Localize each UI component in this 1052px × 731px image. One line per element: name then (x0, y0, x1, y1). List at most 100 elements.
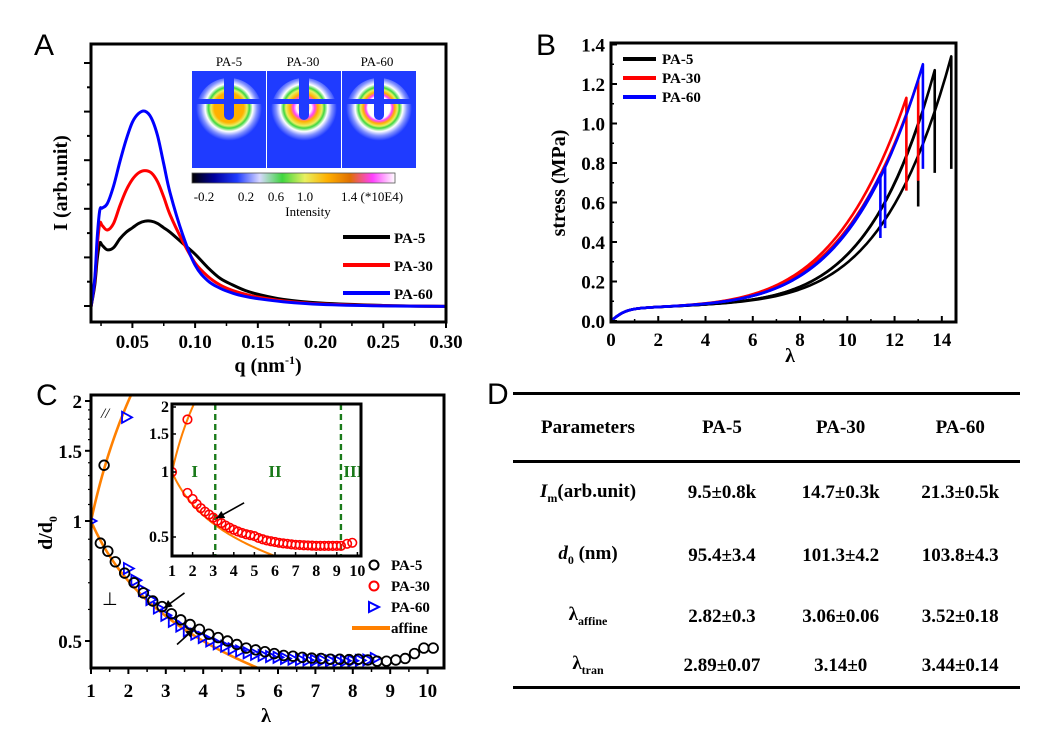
pa-5-marker (109, 556, 122, 568)
inset-x-tick-label: 1 (168, 563, 176, 580)
panel-a-saxs-chart: 0.05 0.10 0.15 0.20 0.25 0.30 q (nm-1) I (arb… (50, 42, 463, 377)
panel-b-y-tick-label: 0.0 (581, 312, 605, 333)
panel-c-x-tick-label: 10 (418, 681, 437, 702)
pa-60-marker (257, 648, 271, 663)
panel-c-inset-chart: I II III 1 2 3 4 5 6 7 8 9 10 0.511.52 (149, 399, 365, 580)
panel-c-x-axis-title: λ (261, 705, 271, 727)
panel-b-y-tick-label: 0.2 (581, 273, 605, 294)
panel-c-x-tick-label: 4 (198, 681, 208, 702)
value-cell: 2.89±0.07 (683, 654, 761, 676)
panel-letter-b: B (536, 29, 556, 62)
panel-c-y-axis-title: d/d0 (35, 516, 60, 550)
value-cell: 3.52±0.18 (921, 605, 999, 627)
value-cell: 3.14±0 (814, 654, 868, 676)
legend-label-pa-60: PA-60 (394, 287, 433, 303)
panel-c-y-tick-label: 0.5 (58, 632, 82, 653)
inset-y-tick-label: 1 (161, 464, 169, 481)
colorbar-title: Intensity (285, 204, 331, 219)
pa-60-marker (227, 641, 241, 656)
legend-label-pa-30: PA-30 (394, 259, 433, 275)
colorbar-tick-label: 0.2 (238, 189, 254, 204)
pa-60-marker (175, 619, 189, 634)
inset-transition-arrow-head (216, 510, 226, 519)
panel-c-x-tick-label: 8 (348, 681, 358, 702)
inset-x-tick-label: 7 (292, 563, 300, 580)
colorbar-tick-label: 0.6 (268, 189, 285, 204)
inset-label-pa-30: PA-30 (287, 54, 320, 69)
pa-5-marker (102, 545, 114, 557)
pa-5-marker (184, 618, 196, 631)
pa-60-marker (280, 651, 293, 666)
value-cell: 3.06±0.06 (802, 605, 880, 627)
parameters-table: Parameters PA-5 PA-30 PA-60 Im(arb.unit)… (513, 392, 1020, 689)
pa-5-marker (221, 635, 234, 647)
panel-b-x-tick-label: 0 (606, 330, 616, 351)
value-cell: 2.82±0.3 (688, 605, 756, 627)
panel-c-x-tick-label: 3 (161, 681, 171, 702)
value-cell: 103.8±4.3 (921, 544, 999, 566)
panel-a-legend: PA-5 PA-30 PA-60 (343, 231, 433, 303)
panel-b-curve-pa-60 (611, 62, 925, 322)
table-row: λaffine 2.82±0.3 3.06±0.06 3.52±0.18 (513, 588, 1020, 646)
saxs-beamstop-arm (224, 71, 234, 115)
value-cell: 14.7±0.3k (801, 482, 880, 504)
panel-b-y-tick-label: 1.4 (581, 36, 605, 57)
panel-c-plot-frame (89, 393, 446, 670)
inset-label-pa-5: PA-5 (216, 54, 242, 69)
pa-5-marker (98, 459, 110, 471)
value-cell: 21.3±0.5k (921, 482, 1000, 504)
param-name-cell: Im(arb.unit) (539, 480, 637, 505)
panel-b-x-tick-label: 6 (748, 330, 758, 351)
panel-letter-a: A (34, 29, 54, 62)
pa-60-marker (250, 647, 263, 662)
panel-c-x-tick-label: 5 (236, 681, 246, 702)
colorbar-tick-label: 1.0 (297, 189, 313, 204)
pa-5-marker (390, 654, 402, 666)
panel-c-legend: PA-5 PA-30 PA-60 affine (352, 558, 430, 637)
table-row: d0 (nm) 95.4±3.4 101.3±4.2 103.8±4.3 (513, 524, 1020, 588)
inset-x-tick-label: 4 (230, 563, 238, 580)
inset-x-tick-label: 6 (271, 563, 279, 580)
panel-c-x-tick-label: 9 (385, 681, 395, 702)
panel-a-x-tick-label: 0.30 (429, 332, 462, 353)
legend-label-pa-5: PA-5 (391, 558, 422, 574)
panel-a-x-tick-label: 0.20 (304, 332, 337, 353)
pa-60-marker (220, 639, 234, 654)
pa-30-marker (331, 540, 342, 551)
pa-5-marker (94, 537, 107, 549)
panel-a-x-tick-label: 0.15 (241, 332, 274, 353)
pa-30-marker (335, 540, 347, 551)
pa-5-marker (118, 567, 131, 579)
saxs-beamstop-tip (374, 110, 384, 120)
panel-a-x-tick-label: 0.05 (116, 332, 149, 353)
region-label-i: I (191, 462, 198, 481)
legend-label-pa-60: PA-60 (662, 90, 701, 106)
panel-c-x-tick-label: 2 (124, 681, 134, 702)
param-name-cell: λaffine (568, 604, 608, 628)
pa-60-marker (130, 573, 144, 588)
intensity-colorbar (191, 172, 396, 184)
panel-b-y-axis-title: stress (MPa) (548, 130, 570, 237)
value-cell: 95.4±3.4 (688, 544, 756, 566)
transition-arrow-1-head (185, 629, 194, 638)
perpendicular-annotation: ⊥ (102, 589, 118, 610)
pa-60-marker (212, 636, 226, 651)
panel-b-x-tick-label: 4 (701, 330, 711, 351)
region-label-ii: II (268, 462, 282, 481)
table-header-row: Parameters PA-5 PA-30 PA-60 (513, 394, 1020, 462)
pa-5-marker (418, 642, 430, 654)
transition-arrow-0-head (163, 600, 173, 608)
pa-30-marker (182, 487, 193, 499)
pa-5-marker (128, 577, 140, 589)
pa-5-marker (137, 587, 150, 599)
panel-c-spacing-chart: 1 2 3 4 5 6 7 8 9 10 0.511.52 λ d/d0 // ⊥ I II III … (35, 392, 446, 727)
panel-a-y-axis-title: I (arb.unit) (50, 135, 72, 231)
inset-x-tick-label: 5 (250, 563, 258, 580)
parallel-annotation: // (100, 406, 111, 422)
panel-a-curve-pa-5 (91, 219, 446, 308)
panel-b-stress-strain-chart: 0 2 4 6 8 10 12 14 0.0 0.2 0.4 0.6 0.8 1.0 1.2 1.4 λ s… (548, 36, 958, 367)
value-cell: 9.5±0.8k (687, 482, 757, 504)
affine-curve-parallel (91, 395, 133, 522)
legend-label-pa-5: PA-5 (394, 231, 425, 247)
panel-a-x-axis-title: q (nm-1) (234, 353, 301, 377)
